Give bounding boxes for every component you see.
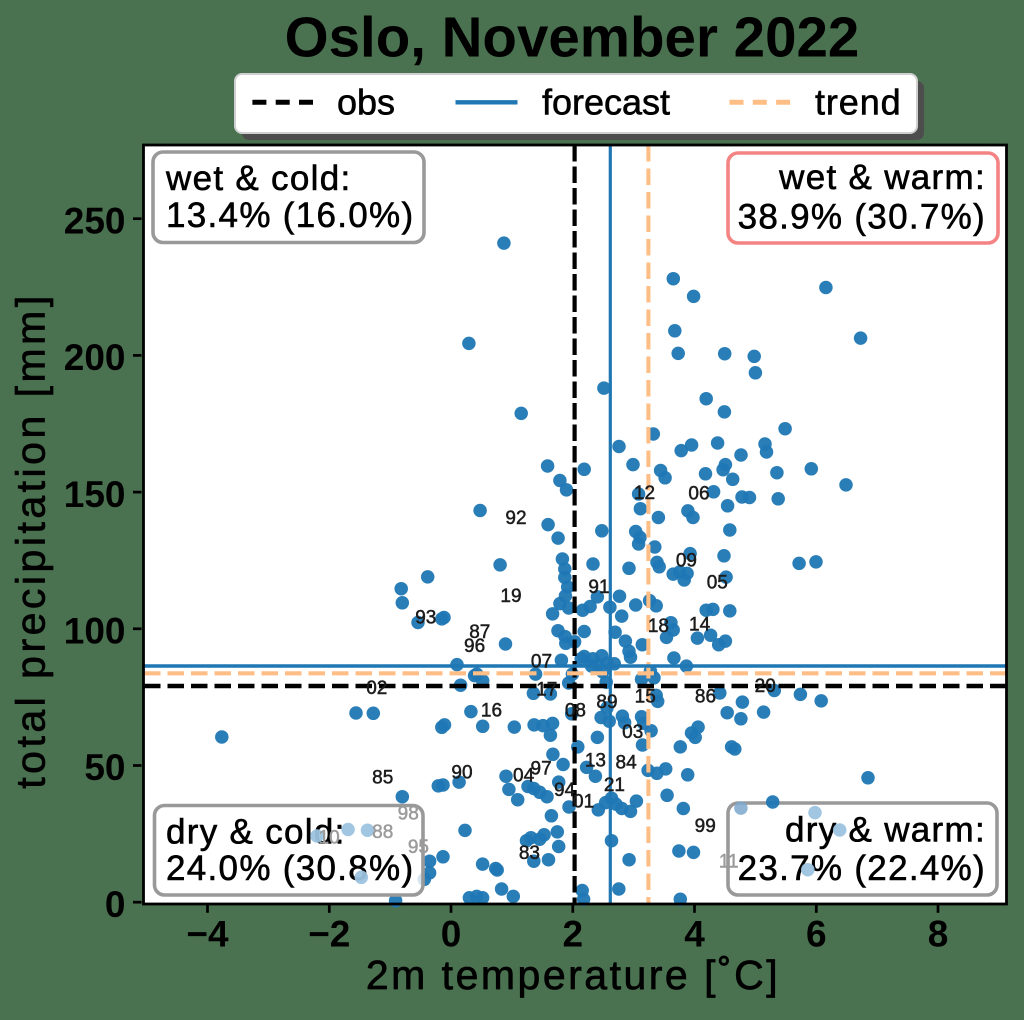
- svg-text:17: 17: [536, 680, 557, 701]
- svg-text:88: 88: [372, 822, 393, 843]
- svg-text:forecast: forecast: [542, 82, 670, 123]
- svg-text:03: 03: [622, 722, 643, 743]
- svg-text:13.4% (16.0%): 13.4% (16.0%): [166, 196, 414, 235]
- svg-text:4: 4: [684, 914, 705, 955]
- svg-text:86: 86: [695, 687, 716, 708]
- svg-text:89: 89: [596, 692, 617, 713]
- svg-text:38.9% (30.7%): 38.9% (30.7%): [738, 198, 986, 237]
- svg-text:0: 0: [441, 914, 462, 955]
- svg-text:16: 16: [481, 701, 502, 722]
- svg-text:09: 09: [676, 551, 697, 572]
- svg-text:200: 200: [64, 337, 126, 378]
- svg-text:trend: trend: [815, 82, 902, 123]
- svg-text:99: 99: [695, 816, 716, 837]
- svg-text:15: 15: [635, 687, 656, 708]
- svg-text:total precipitation [mm]: total precipitation [mm]: [8, 292, 54, 788]
- svg-text:50: 50: [84, 747, 125, 788]
- svg-text:Oslo, November 2022: Oslo, November 2022: [285, 6, 860, 69]
- svg-text:23.7% (22.4%): 23.7% (22.4%): [738, 849, 986, 888]
- svg-text:92: 92: [505, 508, 526, 529]
- svg-text:wet & cold:: wet & cold:: [165, 159, 352, 198]
- svg-text:−2: −2: [308, 914, 350, 955]
- svg-text:18: 18: [648, 616, 669, 637]
- svg-text:94: 94: [554, 780, 576, 801]
- svg-text:100: 100: [64, 611, 126, 652]
- svg-text:19: 19: [500, 586, 521, 607]
- svg-text:wet & warm:: wet & warm:: [778, 158, 986, 197]
- svg-text:11: 11: [719, 852, 739, 873]
- svg-text:83: 83: [519, 843, 540, 864]
- svg-text:dry & warm:: dry & warm:: [785, 811, 986, 850]
- svg-text:150: 150: [64, 474, 126, 515]
- svg-text:07: 07: [531, 652, 552, 673]
- svg-text:10: 10: [319, 828, 340, 849]
- svg-text:96: 96: [464, 636, 485, 657]
- svg-text:97: 97: [531, 759, 552, 780]
- svg-text:21: 21: [604, 775, 625, 796]
- svg-text:95: 95: [408, 837, 429, 858]
- svg-text:6: 6: [806, 914, 827, 955]
- svg-text:98: 98: [398, 804, 419, 825]
- svg-text:05: 05: [707, 573, 728, 594]
- svg-text:13: 13: [585, 751, 606, 772]
- svg-text:20: 20: [755, 676, 776, 697]
- svg-text:0: 0: [105, 884, 126, 925]
- svg-text:91: 91: [588, 577, 609, 598]
- svg-text:01: 01: [573, 792, 594, 813]
- svg-text:87: 87: [469, 622, 490, 643]
- svg-text:24.0% (30.8%): 24.0% (30.8%): [166, 849, 414, 888]
- svg-text:90: 90: [451, 763, 472, 784]
- svg-text:04: 04: [513, 766, 535, 787]
- svg-text:84: 84: [616, 753, 638, 774]
- svg-text:12: 12: [634, 483, 655, 504]
- svg-text:08: 08: [565, 701, 586, 722]
- svg-text:8: 8: [928, 914, 949, 955]
- svg-text:−4: −4: [186, 914, 229, 955]
- svg-text:06: 06: [688, 484, 709, 505]
- svg-text:2: 2: [563, 914, 584, 955]
- svg-text:2m temperature [˚C]: 2m temperature [˚C]: [366, 952, 780, 998]
- svg-text:14: 14: [689, 615, 711, 636]
- svg-text:obs: obs: [337, 82, 395, 123]
- svg-text:250: 250: [64, 200, 126, 241]
- svg-text:85: 85: [372, 768, 393, 789]
- svg-text:93: 93: [415, 608, 436, 629]
- svg-text:02: 02: [366, 678, 387, 699]
